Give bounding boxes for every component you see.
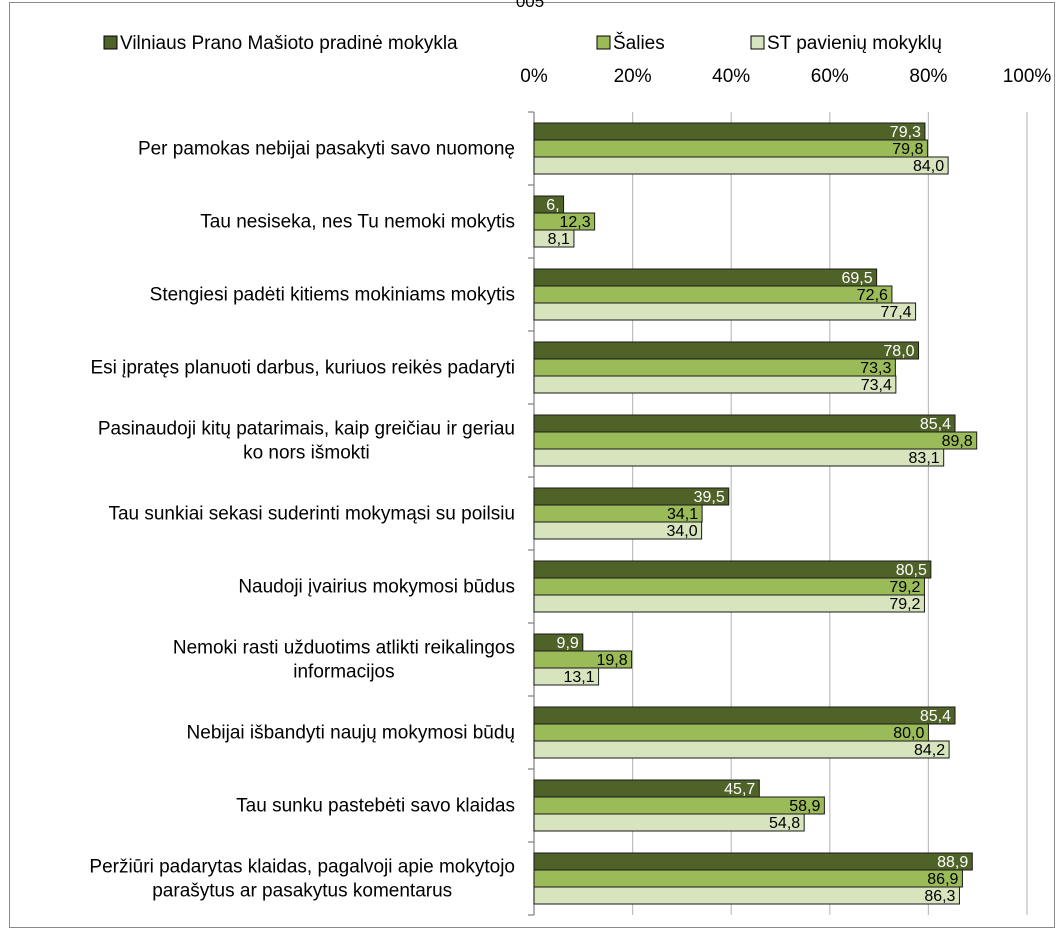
- bar: [533, 706, 956, 725]
- data-label: 80,0: [893, 725, 924, 742]
- category-label: Nemoki rasti užduotims atlikti reikaling…: [173, 638, 515, 659]
- data-label: 8,1: [548, 231, 570, 248]
- category-label: informacijos: [293, 662, 394, 683]
- bar: [533, 667, 600, 686]
- x-tick-label: 100%: [1003, 66, 1052, 87]
- data-label: 39,5: [694, 489, 725, 506]
- bar: [533, 341, 920, 360]
- x-tick-label: 40%: [712, 66, 750, 87]
- data-label: 79,2: [889, 596, 920, 613]
- data-label: 69,5: [841, 270, 872, 287]
- data-label: 34,1: [667, 506, 698, 523]
- category-label: Per pamokas nebijai pasakyti savo nuomon…: [138, 139, 515, 160]
- x-tick-label: 20%: [614, 66, 652, 87]
- data-label: 86,3: [924, 888, 955, 905]
- legend-swatch: [750, 35, 765, 50]
- category-label: Tau sunkiai sekasi suderinti mokymąsi su…: [108, 504, 515, 525]
- bar: [533, 869, 963, 888]
- category-label: Tau sunku pastebėti savo klaidas: [236, 796, 515, 817]
- bar: [533, 375, 897, 394]
- data-label: 89,8: [942, 433, 973, 450]
- bar: [533, 229, 575, 248]
- legend-swatch: [596, 35, 611, 50]
- data-label: 86,9: [927, 871, 958, 888]
- bar: [533, 414, 956, 433]
- category-label: Peržiūri padarytas klaidas, pagalvoji ap…: [89, 857, 515, 878]
- top-label-fragment: 005: [516, 0, 544, 11]
- bar: [533, 723, 929, 742]
- category-label: Tau nesiseka, nes Tu nemoki mokytis: [200, 212, 515, 233]
- data-label: 54,8: [769, 815, 800, 832]
- legend-label: Vilniaus Prano Mašioto pradinė mokykla: [120, 33, 458, 54]
- x-tick-label: 60%: [811, 66, 849, 87]
- category-label: Naudoji įvairius mokymosi būdus: [238, 577, 515, 598]
- bar: [533, 813, 805, 832]
- bar: [533, 796, 825, 815]
- bar: [533, 886, 960, 905]
- bar: [533, 431, 978, 450]
- data-label: 9,9: [557, 635, 579, 652]
- bar: [533, 156, 949, 175]
- data-label: 83,1: [909, 450, 940, 467]
- bar: [533, 285, 893, 304]
- data-label: 45,7: [724, 781, 755, 798]
- data-label: 73,4: [861, 377, 892, 394]
- category-label: parašytus ar pasakytus komentarus: [152, 881, 452, 902]
- data-label: 84,0: [913, 158, 944, 175]
- bar: [533, 852, 973, 871]
- data-label: 13,1: [563, 669, 594, 686]
- legend-swatch: [103, 35, 118, 50]
- category-label: ko nors išmokti: [243, 443, 370, 464]
- bar: [533, 358, 896, 377]
- data-label: 80,5: [896, 562, 927, 579]
- data-label: 84,2: [914, 742, 945, 759]
- data-label: 34,0: [666, 523, 697, 540]
- bar: [533, 302, 917, 321]
- bar: [533, 560, 932, 579]
- bar: [533, 594, 925, 613]
- x-tick-label: 80%: [909, 66, 947, 87]
- x-tick-label: 0%: [520, 66, 548, 87]
- data-label: 79,8: [892, 141, 923, 158]
- data-label: 12,3: [559, 214, 590, 231]
- data-label: 77,4: [880, 304, 911, 321]
- data-label: 72,6: [857, 287, 888, 304]
- data-label: 79,2: [889, 579, 920, 596]
- data-label: 88,9: [937, 854, 968, 871]
- bar: [533, 139, 928, 158]
- category-label: Esi įpratęs planuoti darbus, kuriuos rei…: [90, 358, 515, 379]
- data-label: 85,4: [920, 416, 951, 433]
- category-label: Pasinaudoji kitų patarimais, kaip greiči…: [98, 419, 515, 440]
- category-label: Stengiesi padėti kitiems mokiniams mokyt…: [150, 285, 515, 306]
- bar: [533, 521, 703, 540]
- category-label: Nebijai išbandyti naujų mokymosi būdų: [187, 723, 515, 744]
- legend-label: ST pavienių mokyklų: [767, 33, 942, 54]
- legend-label: Šalies: [613, 32, 665, 54]
- bar: [533, 268, 878, 287]
- data-label: 19,8: [596, 652, 627, 669]
- bar: [533, 122, 926, 141]
- data-label: 79,3: [890, 124, 921, 141]
- bar: [533, 577, 925, 596]
- data-label: 85,4: [920, 708, 951, 725]
- bar: [533, 740, 950, 759]
- data-label: 58,9: [789, 798, 820, 815]
- data-label: 73,3: [860, 360, 891, 377]
- data-label: 78,0: [883, 343, 914, 360]
- data-label: 6,: [546, 197, 559, 214]
- bar: [533, 448, 945, 467]
